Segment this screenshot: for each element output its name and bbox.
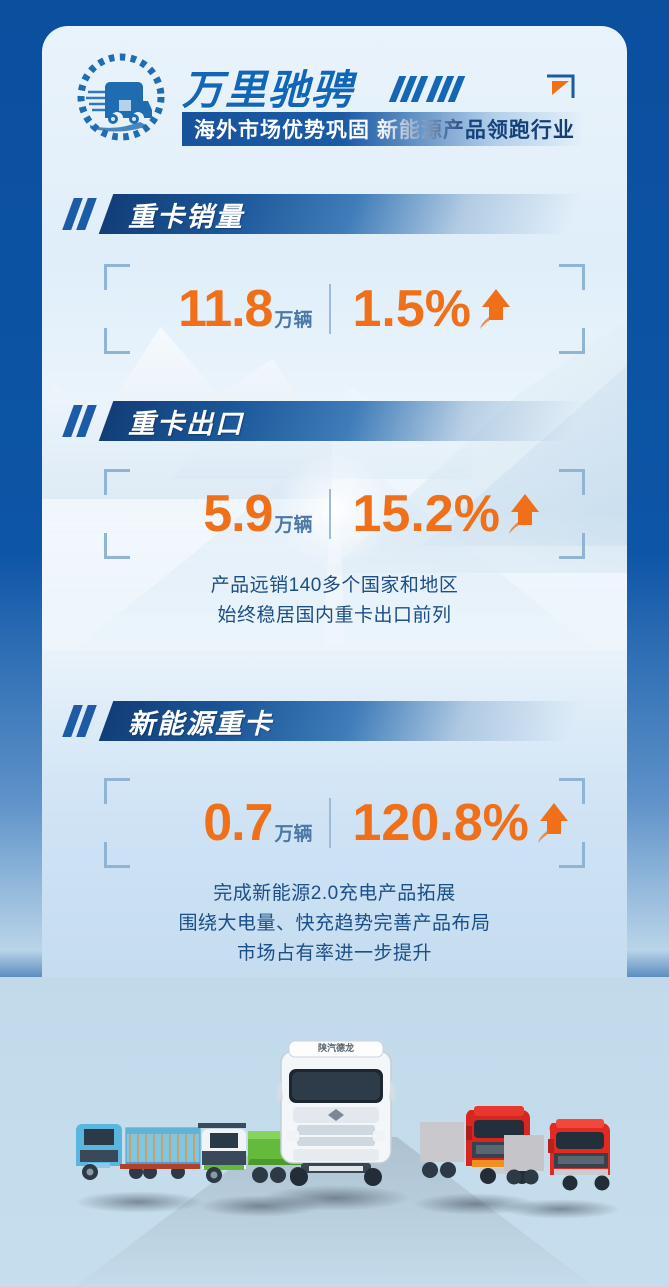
poster-header: 万里驰骋 海外市场优势巩固 新能源产品领跑行业 bbox=[42, 40, 627, 170]
page-title: 万里驰骋 bbox=[182, 67, 354, 113]
metric-value-group: 5.9 万辆 bbox=[119, 488, 329, 540]
section-slashes-icon bbox=[62, 198, 97, 235]
metric-heavy-truck-sales: 11.8 万辆 1.5% bbox=[42, 264, 627, 354]
section-header-heavy-truck-export: 重卡出口 bbox=[62, 401, 588, 442]
metric-percent: 15.2% bbox=[352, 485, 500, 543]
bracket-top-right-icon bbox=[559, 264, 585, 290]
caption-line: 产品远销140多个国家和地区 bbox=[210, 575, 459, 596]
metric-corner-brackets bbox=[42, 264, 627, 354]
metric-growth-group: 1.5% bbox=[331, 283, 571, 335]
metric-divider bbox=[328, 489, 331, 539]
bracket-top-right-icon bbox=[559, 778, 585, 804]
section-header-heavy-truck-sales: 重卡销量 bbox=[62, 194, 588, 235]
frame-left-border bbox=[0, 0, 42, 1000]
blue-stake-truck bbox=[74, 1106, 204, 1213]
caption-line: 完成新能源2.0充电产品拓展 bbox=[213, 883, 456, 904]
metric-value: 11.8 bbox=[178, 280, 273, 338]
title-speed-streaks-icon bbox=[388, 76, 466, 107]
bracket-top-left-icon bbox=[104, 469, 130, 495]
truck-center-badge: 陕汽德龙 bbox=[317, 1043, 355, 1053]
metric-value: 0.7 bbox=[203, 794, 273, 852]
orange-corner-marker-icon bbox=[545, 74, 575, 102]
bracket-bottom-right-icon bbox=[559, 533, 585, 559]
metric-corner-brackets bbox=[42, 778, 627, 868]
bracket-bottom-left-icon bbox=[104, 533, 130, 559]
metric-percent: 1.5% bbox=[352, 280, 472, 338]
caption-heavy-truck-export: 产品远销140多个国家和地区 始终稳居国内重卡出口前列 bbox=[42, 571, 627, 631]
red-tractor-truck-right bbox=[500, 1109, 622, 1219]
caption-line: 始终稳居国内重卡出口前列 bbox=[217, 605, 452, 626]
arrow-up-icon bbox=[479, 287, 513, 331]
section-label-new-energy-heavy-truck: 新能源重卡 bbox=[128, 708, 273, 739]
bracket-top-left-icon bbox=[104, 264, 130, 290]
metric-heavy-truck-export: 5.9 万辆 15.2% bbox=[42, 469, 627, 559]
metric-new-energy-heavy-truck: 0.7 万辆 120.8% bbox=[42, 778, 627, 868]
metric-unit: 万辆 bbox=[274, 310, 313, 331]
bracket-top-left-icon bbox=[104, 778, 130, 804]
metric-value-group: 11.8 万辆 bbox=[119, 283, 329, 335]
scenery-fade bbox=[42, 511, 627, 651]
caption-line: 围绕大电量、快充趋势完善产品布局 bbox=[178, 913, 491, 934]
metric-growth-group: 15.2% bbox=[331, 488, 571, 540]
bracket-bottom-left-icon bbox=[104, 842, 130, 868]
metric-growth-group: 120.8% bbox=[331, 797, 571, 849]
bracket-bottom-right-icon bbox=[559, 328, 585, 354]
frame-right-border bbox=[627, 0, 669, 1000]
metric-percent: 120.8% bbox=[352, 794, 529, 852]
metric-unit: 万辆 bbox=[274, 515, 313, 536]
section-slashes-icon bbox=[62, 405, 97, 442]
header-subtitle: 海外市场优势巩固 新能源产品领跑行业 bbox=[194, 114, 575, 144]
caption-line: 市场占有率进一步提升 bbox=[236, 943, 432, 964]
arrow-up-icon bbox=[537, 801, 571, 845]
truck-lineup: 陕汽德龙 bbox=[0, 987, 669, 1287]
section-slashes-icon bbox=[62, 705, 97, 742]
bracket-bottom-right-icon bbox=[559, 842, 585, 868]
metric-unit: 万辆 bbox=[274, 824, 313, 845]
header-subtitle-banner: 海外市场优势巩固 新能源产品领跑行业 bbox=[182, 112, 585, 146]
metric-corner-brackets bbox=[42, 469, 627, 559]
section-label-heavy-truck-export: 重卡出口 bbox=[128, 408, 244, 439]
metric-value: 5.9 bbox=[203, 485, 273, 543]
poster-card: 万里驰骋 海外市场优势巩固 新能源产品领跑行业 重卡销量 bbox=[42, 26, 627, 1287]
bracket-top-right-icon bbox=[559, 469, 585, 495]
section-header-new-energy-heavy-truck: 新能源重卡 bbox=[62, 701, 588, 742]
white-tractor-truck: 陕汽德龙 bbox=[261, 1037, 411, 1211]
bracket-bottom-left-icon bbox=[104, 328, 130, 354]
truck-in-dashed-circle-logo-icon bbox=[72, 48, 170, 146]
metric-divider bbox=[328, 798, 331, 848]
caption-new-energy-heavy-truck: 完成新能源2.0充电产品拓展 围绕大电量、快充趋势完善产品布局 市场占有率进一步… bbox=[42, 879, 627, 969]
metric-divider bbox=[328, 284, 331, 334]
section-label-heavy-truck-sales: 重卡销量 bbox=[128, 201, 244, 232]
arrow-up-icon bbox=[508, 492, 542, 536]
frame-top-border bbox=[0, 0, 669, 26]
metric-value-group: 0.7 万辆 bbox=[119, 797, 329, 849]
